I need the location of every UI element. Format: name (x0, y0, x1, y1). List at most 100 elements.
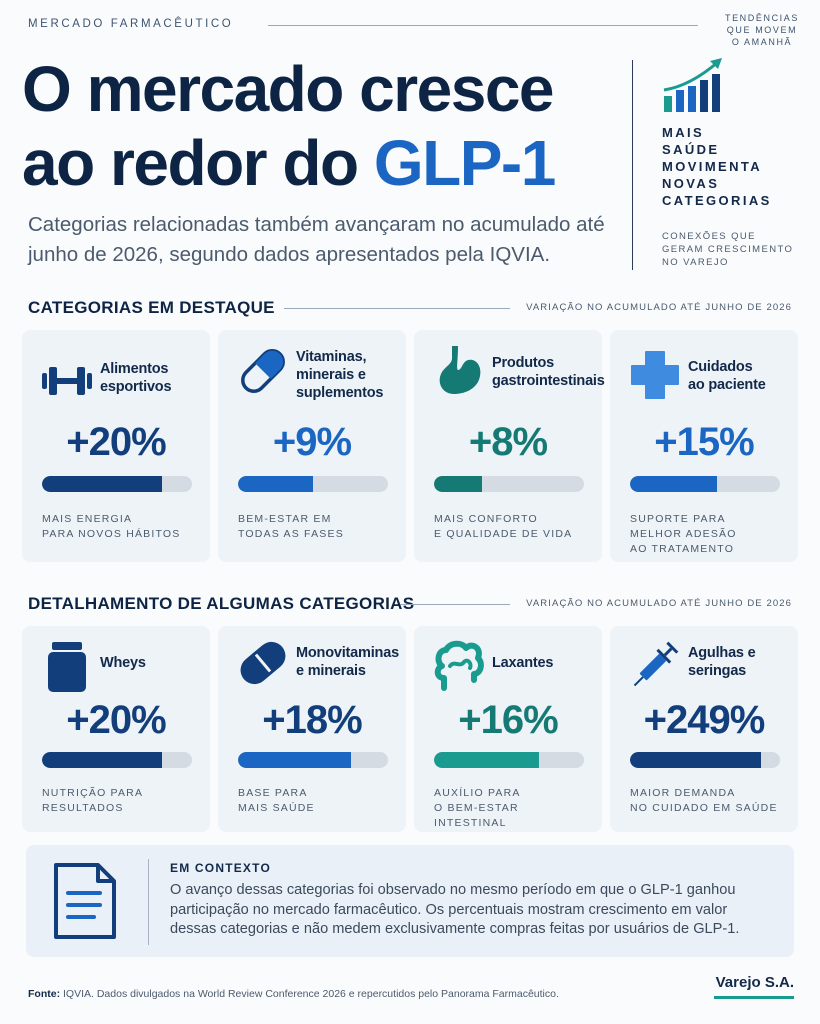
whey-jar-icon (48, 642, 86, 692)
category-name-line: gastrointestinais (492, 373, 605, 389)
progress-fill (42, 476, 162, 492)
progress-fill (434, 752, 539, 768)
section-divider (284, 308, 510, 309)
category-name-line: ao paciente (688, 377, 766, 393)
side-subtext-line: GERAM CRESCIMENTO (662, 244, 794, 255)
category-value: +20% (66, 698, 166, 742)
side-subtext-line: CONEXÕES QUE (662, 231, 756, 242)
source-footer: Fonte: IQVIA. Dados divulgados na World … (28, 988, 559, 1000)
side-headline-line: MAIS (662, 125, 705, 140)
category-card: Produtos gastrointestinais +8% MAIS CONF… (414, 330, 605, 562)
title-line-2: ao redor do GLP-1 (22, 126, 622, 200)
side-subtext: CONEXÕES QUE GERAM CRESCIMENTO NO VAREJO (662, 230, 812, 269)
category-name-line: Vitaminas, (296, 349, 367, 365)
context-text: O avanço dessas categorias foi observado… (170, 881, 782, 940)
category-name: Alimentos esportivos (100, 360, 204, 396)
category-card: Alimentos esportivos +20% MAIS ENERGIA P… (22, 330, 210, 562)
category-description-line: AUXÍLIO PARA (434, 787, 521, 799)
side-divider (632, 60, 633, 270)
category-card: Agulhas e seringas +249% MAIOR DEMANDA N… (610, 626, 798, 832)
category-name: Vitaminas, minerais e suplementos (296, 348, 400, 402)
title-line-1: O mercado cresce (22, 53, 555, 125)
category-name-line: Monovitaminas (296, 645, 399, 661)
category-card: Monovitaminas e minerais +18% BASE PARA … (218, 626, 406, 832)
category-description: AUXÍLIO PARA O BEM-ESTAR INTESTINAL (434, 786, 594, 831)
progress-track (630, 476, 780, 492)
source-text: IQVIA. Dados divulgados na World Review … (60, 988, 559, 1000)
category-value: +20% (66, 420, 166, 464)
progress-track (238, 476, 388, 492)
section-note: VARIAÇÃO NO ACUMULADO ATÉ JUNHO DE 2026 (526, 302, 792, 313)
kicker: MERCADO FARMACÊUTICO (28, 18, 234, 30)
category-name-line: suplementos (296, 385, 384, 401)
progress-fill (238, 476, 313, 492)
category-name: Agulhas e seringas (688, 644, 792, 680)
context-label: EM CONTEXTO (170, 861, 271, 875)
category-name-line: Wheys (100, 655, 146, 671)
progress-fill (630, 752, 761, 768)
stomach-icon (439, 346, 481, 394)
category-description-line: PARA NOVOS HÁBITOS (42, 528, 181, 540)
category-description-line: MAIOR DEMANDA (630, 787, 736, 799)
category-name-line: Produtos (492, 355, 555, 371)
category-name: Cuidados ao paciente (688, 358, 792, 394)
title-part: ao redor do (22, 127, 374, 199)
progress-track (434, 476, 584, 492)
side-tag-line: TENDÊNCIAS (724, 13, 799, 23)
category-card: Wheys +20% NUTRIÇÃO PARA RESULTADOS (22, 626, 210, 832)
section-title: CATEGORIAS EM DESTAQUE (28, 298, 275, 317)
progress-fill (42, 752, 162, 768)
category-name: Produtos gastrointestinais (492, 354, 605, 390)
growth-chart-icon (663, 58, 722, 112)
category-description-line: BEM-ESTAR EM (238, 513, 332, 525)
context-divider (148, 859, 149, 945)
category-value: +9% (272, 420, 352, 464)
category-description: BEM-ESTAR EM TODAS AS FASES (238, 512, 398, 542)
category-name-line: esportivos (100, 379, 172, 395)
category-value: +18% (262, 698, 362, 742)
progress-track (42, 476, 192, 492)
category-name-line: minerais e (296, 367, 366, 383)
page-title: O mercado cresce ao redor do GLP-1 (22, 52, 622, 200)
category-value: +249% (643, 698, 766, 742)
category-name: Wheys (100, 654, 204, 672)
category-description: MAIOR DEMANDA NO CUIDADO EM SAÚDE (630, 786, 790, 816)
side-headline-line: CATEGORIAS (662, 193, 772, 208)
category-name: Monovitaminas e minerais (296, 644, 400, 680)
category-description-line: E QUALIDADE DE VIDA (434, 528, 573, 540)
intestine-icon (434, 640, 484, 691)
category-name-line: Agulhas e (688, 645, 756, 661)
subtitle: Categorias relacionadas também avançaram… (28, 213, 605, 266)
progress-fill (238, 752, 351, 768)
category-name: Laxantes (492, 654, 596, 672)
side-tag: TENDÊNCIAS QUE MOVEM O AMANHÃ (712, 12, 812, 48)
progress-fill (434, 476, 482, 492)
category-name-line: seringas (688, 663, 747, 679)
pill-icon (240, 641, 286, 685)
category-description-line: TODAS AS FASES (238, 528, 344, 540)
kicker-divider (268, 25, 698, 26)
category-description: NUTRIÇÃO PARA RESULTADOS (42, 786, 202, 816)
category-value: +8% (468, 420, 548, 464)
category-description-line: MELHOR ADESÃO (630, 528, 737, 540)
category-card: Cuidados ao paciente +15% SUPORTE PARA M… (610, 330, 798, 562)
title-accent: GLP-1 (373, 127, 556, 199)
category-description-line: AO TRATAMENTO (630, 543, 735, 555)
context-box: EM CONTEXTO O avanço dessas categorias f… (26, 845, 794, 957)
brand-logo: Varejo S.A. (715, 974, 794, 991)
progress-track (238, 752, 388, 768)
category-name-line: Cuidados (688, 359, 753, 375)
brand-underline (714, 996, 794, 999)
side-headline-line: MOVIMENTA (662, 159, 763, 174)
progress-track (630, 752, 780, 768)
side-tag-line: QUE MOVEM (726, 25, 798, 35)
side-headline-line: SAÚDE (662, 142, 720, 157)
side-subtext-line: NO VAREJO (662, 257, 729, 268)
category-name-line: e minerais (296, 663, 366, 679)
progress-fill (630, 476, 717, 492)
category-description-line: RESULTADOS (42, 802, 124, 814)
category-description-line: NO CUIDADO EM SAÚDE (630, 802, 778, 814)
category-description-line: NUTRIÇÃO PARA (42, 787, 144, 799)
context-line: O avanço dessas categorias foi observado… (170, 882, 736, 898)
section-divider (400, 604, 510, 605)
